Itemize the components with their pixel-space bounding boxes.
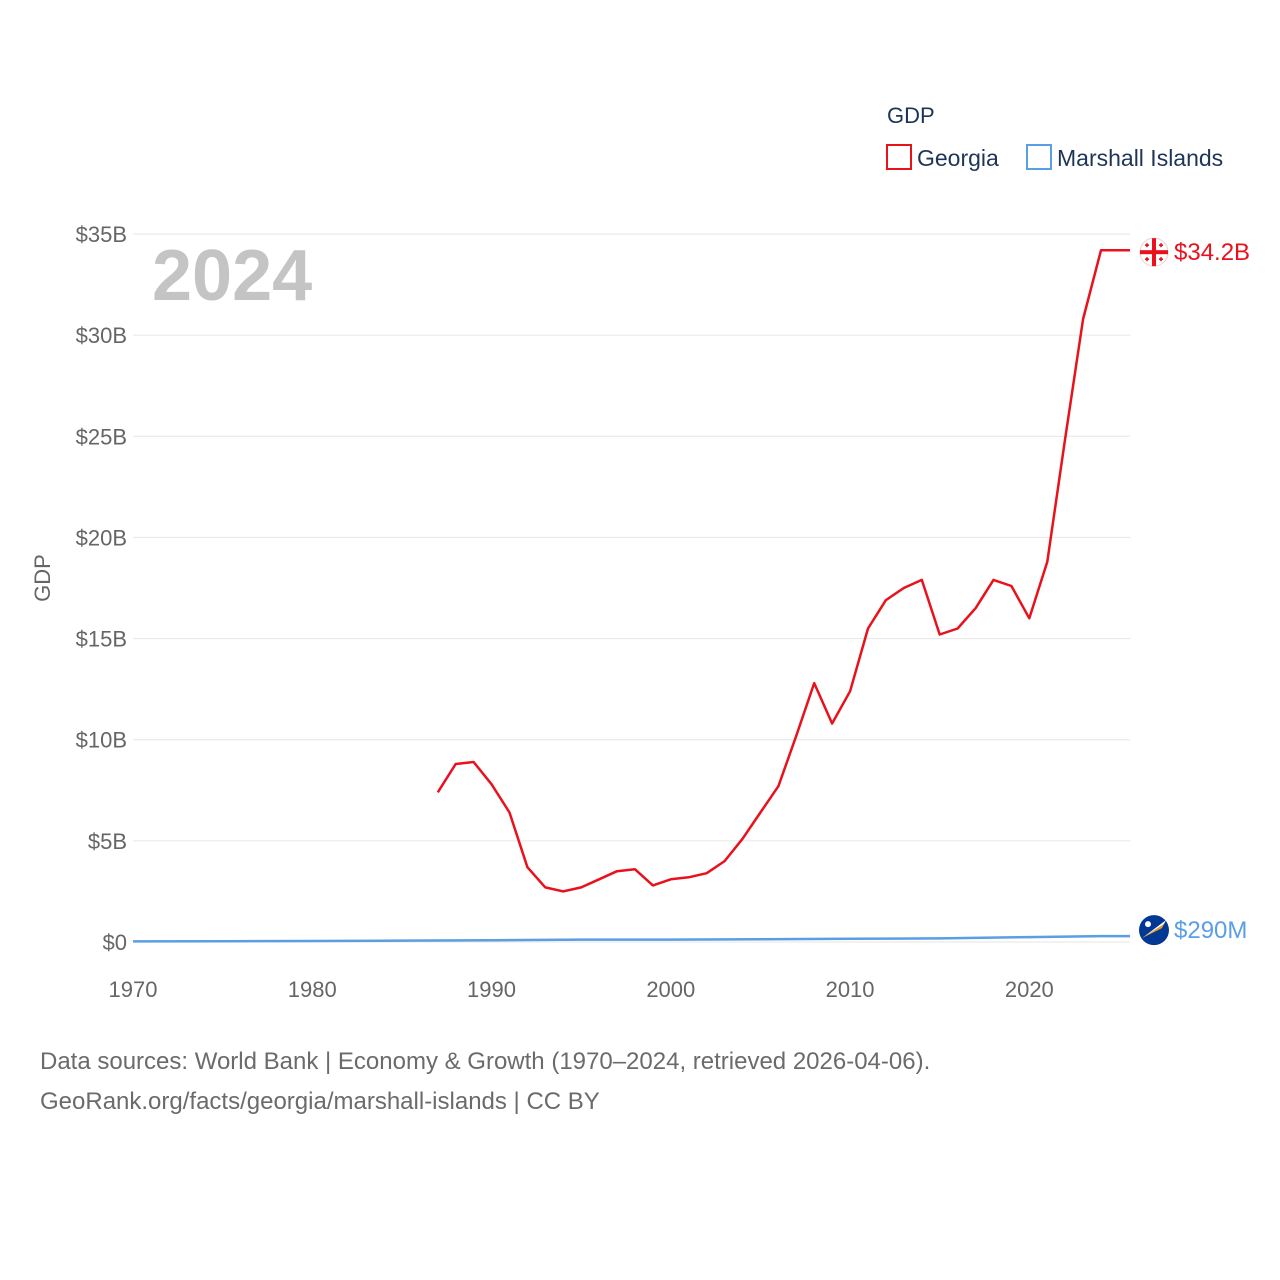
legend: GDP Georgia Marshall Islands [886,103,1223,171]
y-axis-title: GDP [30,554,55,602]
x-tick-label: 1990 [467,977,516,1002]
year-label: 2024 [152,236,312,316]
series-lines [132,248,1130,943]
y-tick-label: $25B [76,424,127,449]
y-axis-ticks: $0 $5B $10B $15B $20B $25B $30B $35B [76,222,127,955]
y-tick-label: $30B [76,323,127,348]
footer-link[interactable]: GeoRank.org/facts/georgia/marshall-islan… [40,1088,600,1115]
gdp-line-chart: $0$5B$10B$15B$20B$25B$30B$35B 1970 1980 19… [30,103,1250,1002]
x-tick-label: 2000 [646,977,695,1002]
series-line-marshall-islands [132,934,1130,943]
x-tick-label: 2020 [1005,977,1054,1002]
y-tick-label: $20B [76,525,127,550]
footer: Data sources: World Bank | Economy & Gro… [40,1042,930,1122]
x-tick-label: 1980 [288,977,337,1002]
end-label-marshall-islands: $290M [1174,917,1247,944]
end-label-georgia: $34.2B [1174,239,1250,266]
y-tick-label: $0 [103,930,127,955]
series-line-georgia [436,248,1130,893]
legend-swatch-georgia [886,144,912,170]
marshall-islands-flag-icon [1139,915,1169,946]
x-axis-ticks: 1970 1980 1990 2000 2010 2020 [109,977,1054,1002]
legend-item-georgia[interactable]: Georgia [886,144,999,171]
legend-label-marshall-islands: Marshall Islands [1057,145,1223,171]
y-tick-label: $10B [76,728,127,753]
legend-item-marshall-islands[interactable]: Marshall Islands [1026,144,1223,171]
legend-swatch-marshall-islands [1026,144,1052,170]
georgia-flag-icon [1139,237,1169,267]
x-tick-label: 1970 [109,977,158,1002]
legend-label-georgia: Georgia [917,145,999,171]
x-tick-label: 2010 [826,977,875,1002]
gridlines [133,233,1130,943]
legend-title: GDP [887,103,935,128]
y-tick-label: $15B [76,627,127,652]
y-tick-label: $35B [76,222,127,247]
y-tick-label: $5B [88,829,127,854]
series-end-markers: $34.2B $290M [1139,237,1250,946]
footer-sources: Data sources: World Bank | Economy & Gro… [40,1048,931,1075]
